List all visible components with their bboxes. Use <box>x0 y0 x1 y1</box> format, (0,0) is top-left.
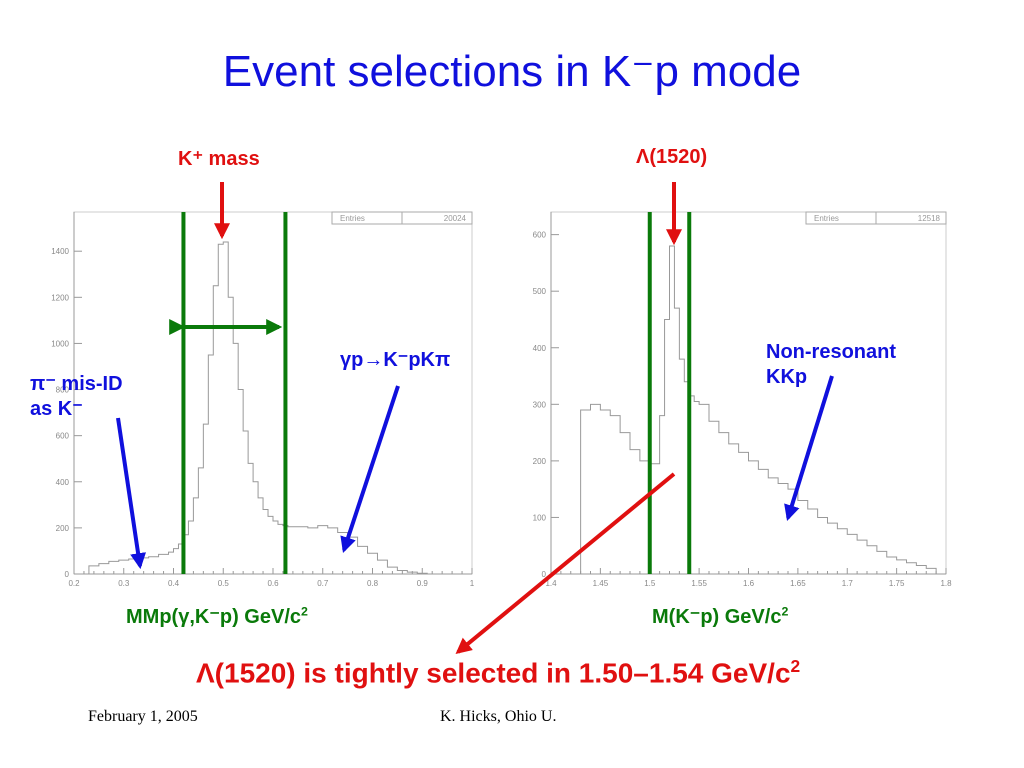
y-tick-label: 1400 <box>51 247 69 256</box>
stats-label: Entries <box>814 214 839 223</box>
pi-misid-line1: π⁻ mis-ID <box>30 373 123 395</box>
x-axis-label-left: MMp(γ,K⁻p) GeV/c2 <box>126 604 308 629</box>
x-tick-label: 1.45 <box>593 579 609 588</box>
stats-label: Entries <box>340 214 365 223</box>
x-tick-label: 0.7 <box>317 579 329 588</box>
y-tick-label: 1200 <box>51 293 69 302</box>
stats-value: 20024 <box>444 214 467 223</box>
x-axis-label-left-sup: 2 <box>301 604 308 619</box>
slide-title: Event selections in K⁻p mode <box>222 47 802 96</box>
footer-date: February 1, 2005 <box>88 708 198 725</box>
x-tick-label: 0.4 <box>168 579 180 588</box>
gamma-p-arrow <box>340 385 400 554</box>
x-axis-label-right-sup: 2 <box>781 604 789 619</box>
y-tick-label: 600 <box>533 231 547 240</box>
x-tick-label: 1 <box>470 579 475 588</box>
x-tick-label: 1.5 <box>644 579 656 588</box>
pi-misid-line2: as K⁻ <box>30 398 83 420</box>
y-tick-label: 600 <box>56 432 70 441</box>
y-tick-label: 500 <box>533 287 547 296</box>
conclusion-text: Λ(1520) is tightly selected in 1.50–1.54… <box>196 656 956 689</box>
y-tick-label: 200 <box>533 457 547 466</box>
x-tick-label: 0.3 <box>118 579 130 588</box>
x-axis-label-right: M(K⁻p) GeV/c2 <box>652 604 788 629</box>
y-tick-label: 300 <box>533 400 547 409</box>
y-tick-label: 100 <box>533 513 547 522</box>
x-axis-label-left-text: MMp(γ,K⁻p) GeV/c <box>126 606 302 628</box>
conclusion-main: Λ(1520) is tightly selected in 1.50–1.54… <box>196 657 791 689</box>
y-tick-label: 800 <box>56 386 70 395</box>
gamma-p-label: γp→K⁻pKπ <box>340 349 451 371</box>
conclusion-arrow <box>455 472 676 655</box>
nonresonant-arrow <box>784 375 834 522</box>
pi-misid-label: π⁻ mis-ID as K⁻ <box>30 372 123 422</box>
kplus-mass-label: K⁺ mass <box>178 148 260 170</box>
y-tick-label: 400 <box>56 478 70 487</box>
x-tick-label: 0.5 <box>218 579 230 588</box>
y-tick-label: 0 <box>65 570 70 579</box>
nonresonant-line1: Non-resonant <box>766 341 896 363</box>
x-tick-label: 0.8 <box>367 579 379 588</box>
y-tick-label: 200 <box>56 524 70 533</box>
conclusion-sup: 2 <box>790 656 801 676</box>
x-axis-label-right-text: M(K⁻p) GeV/c <box>652 606 782 628</box>
x-tick-label: 0.6 <box>267 579 279 588</box>
stats-value: 12518 <box>918 214 941 223</box>
x-tick-label: 1.4 <box>545 579 557 588</box>
nonresonant-line2: KKp <box>766 366 808 388</box>
y-tick-label: 1000 <box>51 339 69 348</box>
y-tick-label: 0 <box>542 570 547 579</box>
x-tick-label: 1.65 <box>790 579 806 588</box>
pi-misid-arrow <box>116 417 147 570</box>
x-tick-label: 1.8 <box>940 579 952 588</box>
x-tick-label: 0.2 <box>68 579 80 588</box>
x-tick-label: 1.75 <box>889 579 905 588</box>
lambda1520-label: Λ(1520) <box>636 146 708 168</box>
x-tick-label: 1.55 <box>691 579 707 588</box>
x-tick-label: 0.9 <box>417 579 429 588</box>
x-tick-label: 1.7 <box>842 579 854 588</box>
footer-author: K. Hicks, Ohio U. <box>440 708 557 725</box>
histogram-bins <box>580 245 937 574</box>
x-tick-label: 1.6 <box>743 579 755 588</box>
y-tick-label: 400 <box>533 344 547 353</box>
nonresonant-label: Non-resonant KKp <box>766 340 896 390</box>
